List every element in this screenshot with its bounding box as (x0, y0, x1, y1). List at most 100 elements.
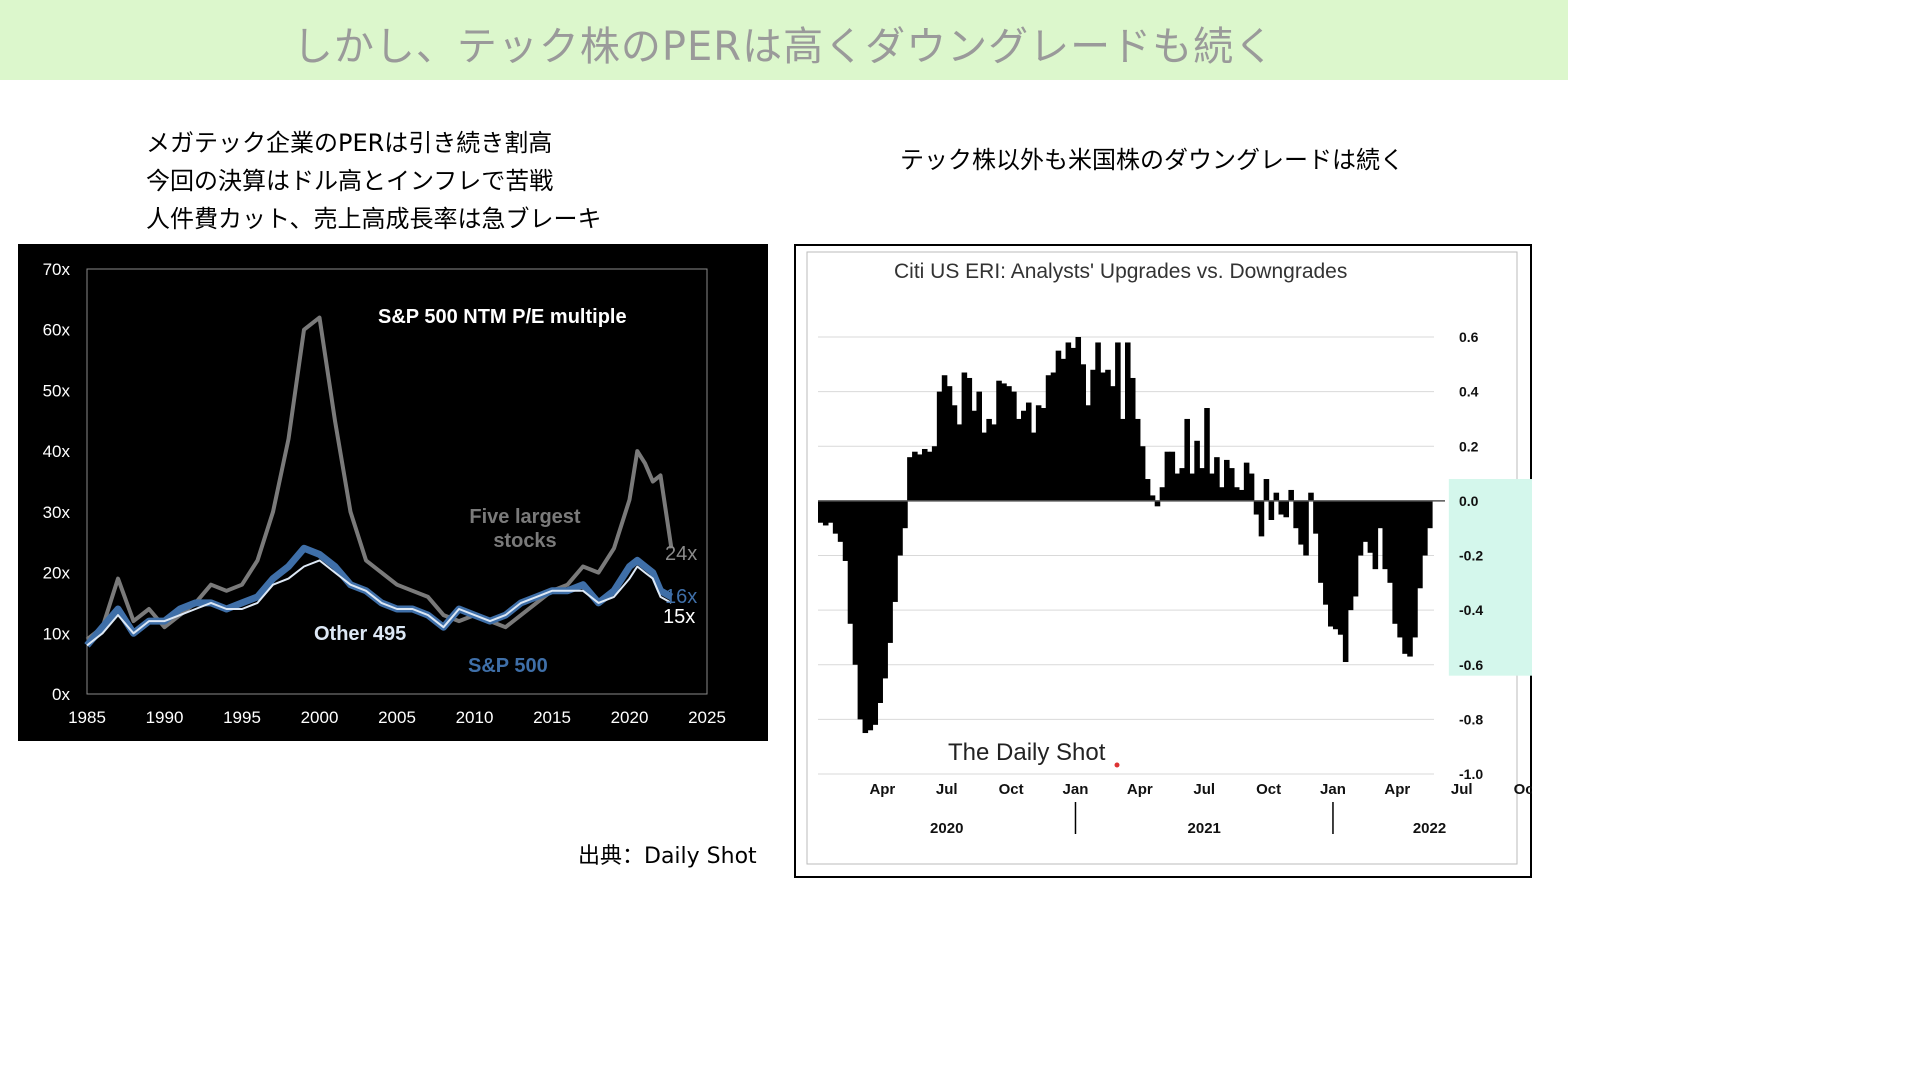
left-note-line: 人件費カット、売上高成長率は急ブレーキ (146, 205, 602, 233)
eri-bar (1001, 383, 1007, 501)
month-tick-label: Apr (1384, 781, 1410, 798)
eri-bar (887, 500, 893, 643)
eri-bar (1318, 500, 1324, 583)
eri-bar (1357, 500, 1364, 556)
year-label: 2022 (1413, 820, 1446, 837)
eri-bar (877, 500, 883, 703)
eri-bar (1308, 492, 1314, 501)
eri-bar (1169, 451, 1176, 501)
y-tick-label: 30x (43, 503, 71, 522)
eri-bar (1407, 500, 1413, 657)
eri-bar (837, 500, 844, 542)
month-tick-label: Apr (869, 781, 895, 798)
eri-bar (1352, 500, 1359, 597)
x-tick-label: 2025 (688, 708, 726, 727)
eri-bar (1040, 408, 1047, 501)
plot-frame (86, 268, 708, 695)
eri-bar (1258, 500, 1265, 537)
eri-bar (1016, 418, 1022, 501)
eri-bar (1090, 369, 1096, 501)
y-tick-label: 10x (43, 624, 71, 643)
month-tick-label: Oct (1256, 781, 1281, 798)
eri-bar (1342, 500, 1349, 663)
eri-bar (1194, 440, 1200, 501)
left-note-line: メガテック企業のPERは引き続き割高 (146, 129, 553, 157)
daily-shot-watermark: The Daily Shot (948, 739, 1106, 766)
eri-bar (818, 500, 824, 523)
eri-bar (996, 380, 1002, 501)
eri-bar (1372, 500, 1379, 570)
eri-bar (1129, 377, 1136, 501)
eri-bar (1332, 500, 1339, 630)
eri-bar (1085, 405, 1091, 501)
eri-bar (872, 500, 879, 725)
other495-label: Other 495 (314, 623, 406, 645)
eri-bar (1080, 364, 1086, 501)
eri-bar (1184, 418, 1190, 501)
y-tick-label: 0.4 (1459, 384, 1479, 400)
x-tick-label: 2000 (301, 708, 339, 727)
end-label-16x: 16x (665, 586, 697, 608)
eri-bar (1412, 500, 1418, 638)
y-tick-label: 70x (43, 260, 71, 279)
eri-bar (1248, 473, 1255, 501)
y-tick-label: 60x (43, 321, 71, 340)
y-tick-label: -0.6 (1459, 657, 1483, 673)
other495-line (86, 559, 672, 647)
eri-bar (1011, 391, 1017, 501)
x-tick-label: 2010 (456, 708, 494, 727)
month-tick-label: Jul (1451, 781, 1473, 798)
eri-bar (931, 446, 938, 501)
eri-bar (1427, 500, 1433, 529)
month-tick-label: Jan (1320, 781, 1346, 798)
y-tick-label: 50x (43, 381, 71, 400)
eri-bar (946, 386, 953, 501)
watermark-dot (1114, 762, 1120, 768)
eri-bar (1025, 402, 1032, 501)
eri-bar (882, 500, 888, 679)
eri-bar (941, 375, 948, 501)
y-tick-label: 0x (52, 685, 70, 704)
eri-bar (1417, 500, 1423, 589)
eri-bar (1367, 500, 1374, 553)
eri-bar (991, 424, 997, 501)
title-banner: しかし、テック株のPERは高くダウングレードも続く (0, 0, 1568, 80)
end-label-15x: 15x (663, 606, 695, 628)
eri-bar (912, 451, 918, 501)
y-tick-label: 0.2 (1459, 438, 1479, 454)
eri-bar (1238, 489, 1245, 501)
slide-title: しかし、テック株のPERは高くダウングレードも続く (292, 24, 1276, 70)
eri-bar (1125, 342, 1131, 501)
eri-bar (1268, 500, 1275, 520)
eri-bar (1006, 386, 1012, 501)
eri-bar (1095, 342, 1101, 501)
eri-bar (1134, 418, 1141, 501)
eri-bar (981, 432, 987, 501)
eri-bar (1060, 358, 1067, 501)
y-tick-label: 0.6 (1459, 329, 1479, 345)
month-tick-label: Jul (1193, 781, 1215, 798)
five-largest-label: Five largest (469, 506, 581, 528)
eri-bar (936, 391, 943, 501)
eri-bar (1323, 500, 1329, 605)
eri-bar (852, 500, 859, 665)
eri-bar (1263, 479, 1270, 501)
eri-bar (1189, 473, 1195, 501)
eri-bar (1139, 446, 1146, 501)
x-tick-label: 1985 (68, 708, 106, 727)
eri-title: Citi US ERI: Analysts' Upgrades vs. Down… (894, 260, 1347, 283)
y-tick-label: -1.0 (1459, 766, 1483, 782)
x-tick-label: 2015 (533, 708, 571, 727)
eri-bar (1204, 408, 1210, 501)
highlight-box (1448, 479, 1532, 676)
eri-bar (1164, 451, 1171, 501)
x-tick-label: 2020 (611, 708, 649, 727)
eri-bar (1045, 375, 1052, 501)
eri-bar (1065, 342, 1072, 501)
eri-bar (1199, 468, 1205, 501)
eri-bar (862, 500, 869, 734)
month-tick-label: Oct (999, 781, 1024, 798)
eri-bar (867, 500, 874, 731)
eri-bar (1154, 500, 1161, 507)
eri-bar (961, 372, 968, 501)
